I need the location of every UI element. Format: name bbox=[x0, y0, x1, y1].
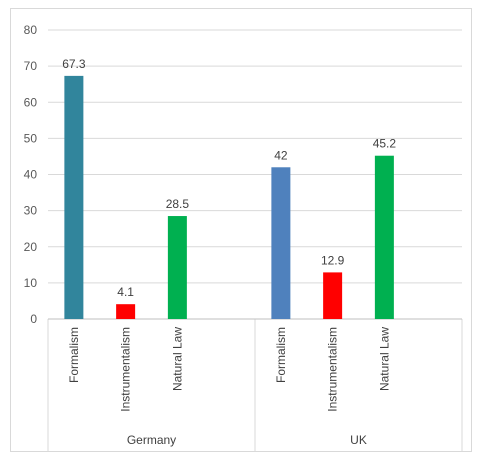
bar bbox=[323, 272, 343, 319]
y-tick-label: 0 bbox=[30, 312, 37, 326]
y-tick-label: 20 bbox=[24, 240, 38, 254]
category-label: Natural Law bbox=[170, 327, 184, 391]
axes bbox=[47, 318, 463, 452]
category-label: Instrumentalism bbox=[326, 327, 340, 412]
bar bbox=[271, 167, 291, 319]
chart-frame bbox=[10, 8, 472, 452]
y-tick-label: 60 bbox=[24, 95, 38, 109]
y-tick-label: 40 bbox=[24, 168, 38, 182]
y-tick-label: 50 bbox=[24, 131, 38, 145]
bar bbox=[374, 155, 394, 319]
gridlines bbox=[48, 29, 462, 320]
y-tick-label: 70 bbox=[24, 59, 38, 73]
category-label: Formalism bbox=[274, 327, 288, 383]
data-label: 4.1 bbox=[117, 285, 134, 299]
category-label: Natural Law bbox=[377, 327, 391, 391]
bars bbox=[64, 75, 394, 319]
y-tick-label: 80 bbox=[24, 23, 38, 37]
group-label: Germany bbox=[127, 433, 176, 447]
category-label: Instrumentalism bbox=[119, 327, 133, 412]
data-label: 45.2 bbox=[373, 137, 397, 151]
category-label: Formalism bbox=[67, 327, 81, 383]
group-label: UK bbox=[350, 433, 367, 447]
bar bbox=[116, 304, 136, 319]
data-label: 42 bbox=[274, 148, 288, 162]
bar bbox=[64, 75, 84, 319]
labels: 0 10 20 30 40 50 60 70 80 67.3 Formalism 4.1 Instrum… bbox=[24, 23, 397, 447]
y-tick-label: 10 bbox=[24, 276, 38, 290]
data-label: 28.5 bbox=[166, 197, 190, 211]
y-tick-label: 30 bbox=[24, 204, 38, 218]
data-label: 67.3 bbox=[62, 57, 86, 71]
data-label: 12.9 bbox=[321, 253, 345, 267]
bar bbox=[167, 216, 187, 319]
